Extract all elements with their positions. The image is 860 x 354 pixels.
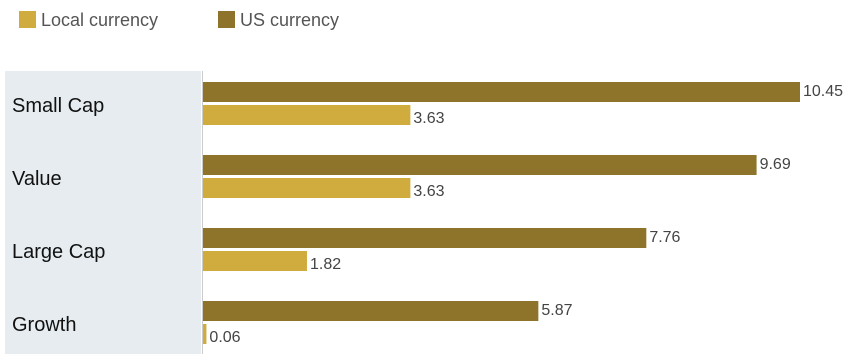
data-label-us-currency-value: 9.69: [760, 156, 791, 173]
bars: 10.45 3.63 9.69 3.63 7.76 1.82 5.87 0.06: [203, 82, 843, 346]
bar-local-currency-value: [203, 178, 411, 198]
data-label-local-currency-value: 3.63: [413, 183, 444, 200]
category-labels: Small Cap Value Large Cap Growth: [12, 95, 105, 336]
data-label-us-currency-large-cap: 7.76: [649, 229, 680, 246]
bar-us-currency-growth: [203, 301, 539, 321]
bar-local-currency-small-cap: [203, 105, 411, 125]
legend-swatch-local-currency: [19, 11, 36, 28]
data-label-local-currency-large-cap: 1.82: [310, 256, 341, 273]
bar-local-currency-large-cap: [203, 251, 307, 271]
bar-local-currency-growth: [203, 324, 207, 344]
legend-swatch-us-currency: [218, 11, 235, 28]
bar-us-currency-large-cap: [203, 228, 647, 248]
data-label-local-currency-growth: 0.06: [209, 329, 240, 346]
legend: Local currency US currency: [19, 10, 339, 30]
category-label-large-cap: Large Cap: [12, 241, 105, 263]
category-label-value: Value: [12, 168, 62, 190]
data-label-us-currency-growth: 5.87: [541, 302, 572, 319]
data-label-us-currency-small-cap: 10.45: [803, 83, 843, 100]
legend-label-us-currency: US currency: [240, 10, 339, 30]
bar-us-currency-small-cap: [203, 82, 800, 102]
category-label-growth: Growth: [12, 314, 76, 336]
category-label-band: [5, 71, 201, 354]
legend-label-local-currency: Local currency: [41, 10, 158, 30]
data-label-local-currency-small-cap: 3.63: [413, 110, 444, 127]
bar-us-currency-value: [203, 155, 757, 175]
category-label-small-cap: Small Cap: [12, 95, 104, 117]
